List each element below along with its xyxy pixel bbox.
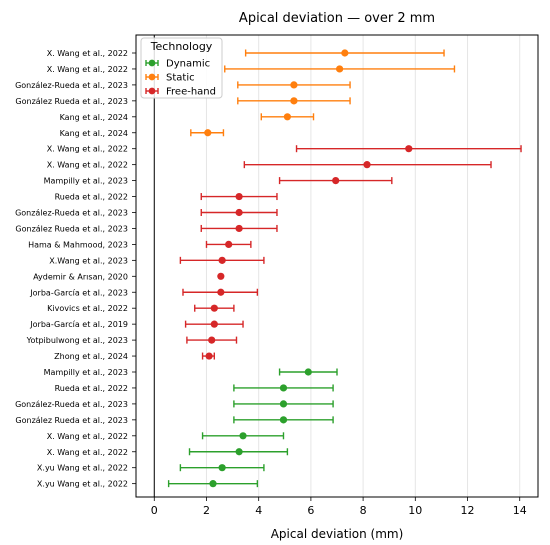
data-point [363, 161, 371, 169]
data-point [210, 320, 218, 328]
y-tick-label: X. Wang et al., 2022 [47, 448, 128, 457]
y-tick-label: González-Rueda et al., 2023 [15, 81, 128, 90]
data-point [204, 129, 212, 137]
data-point [304, 368, 312, 376]
data-point [210, 304, 218, 312]
plot-frame [135, 34, 539, 498]
x-tick-label: 0 [151, 504, 158, 517]
marks-layer [167, 49, 522, 488]
legend-entry-label: Free-hand [166, 87, 216, 98]
y-tick-label: González Rueda et al., 2023 [15, 97, 128, 106]
data-point [336, 65, 344, 73]
chart-title: Apical deviation — over 2 mm [239, 11, 435, 26]
data-point [279, 400, 288, 408]
x-tick-label: 14 [513, 504, 527, 517]
data-point [235, 448, 243, 456]
y-tick-label: X. Wang et al., 2022 [47, 145, 128, 154]
data-point [341, 49, 349, 57]
y-tick-label: Yotpibulwong et al., 2023 [26, 336, 128, 345]
data-point [217, 272, 225, 280]
y-tick-label: González-Rueda et al., 2023 [15, 400, 128, 409]
y-tick-label: X.Wang et al., 2023 [49, 256, 128, 265]
data-point [279, 416, 288, 424]
legend-swatch-marker [148, 59, 156, 67]
legend-box [140, 37, 223, 99]
data-point [290, 81, 298, 89]
x-tick-label: 6 [307, 504, 314, 517]
x-tick-label: 12 [461, 504, 475, 517]
y-tick-label: X.yu Wang et al., 2022 [37, 464, 128, 473]
y-tick-label: Mampilly et al., 2023 [44, 177, 128, 186]
y-tick-label: González-Rueda et al., 2023 [15, 209, 128, 218]
data-point [405, 145, 413, 153]
y-tick-label: Hama & Mahmood, 2023 [28, 240, 128, 249]
data-point [235, 208, 243, 217]
y-tick-label: Rueda et al., 2022 [55, 193, 128, 202]
data-point [218, 256, 226, 264]
y-tick-label: Mampilly et al., 2023 [44, 368, 128, 377]
legend-swatch-marker [148, 87, 156, 95]
data-point [332, 177, 340, 185]
axis-layer: X. Wang et al., 2022 X. Wang et al., 2022… [15, 34, 539, 517]
legend-entry-label: Static [166, 73, 195, 84]
data-point [279, 384, 288, 392]
y-tick-label: Kang et al., 2024 [60, 113, 128, 122]
y-tick-label: X. Wang et al., 2022 [47, 432, 128, 441]
y-tick-label: X. Wang et al., 2022 [47, 49, 128, 58]
legend-entry-label: Dynamic [166, 59, 210, 70]
y-tick-label: Jorba-García et al., 2019 [29, 320, 128, 329]
legend: Technology Dynamic Static Free-hand [140, 37, 223, 99]
data-point [208, 336, 216, 344]
data-point [239, 432, 247, 440]
x-axis-label: Apical deviation (mm) [271, 527, 404, 541]
y-tick-label: Kang et al., 2024 [60, 129, 128, 138]
y-tick-label: X. Wang et al., 2022 [47, 161, 128, 170]
y-tick-label: Aydemir & Arısan, 2020 [33, 272, 128, 281]
data-point [209, 480, 217, 488]
x-tick-label: 10 [408, 504, 422, 517]
x-tick-label: 4 [255, 504, 262, 517]
data-point [235, 192, 243, 201]
grid-layer [153, 35, 521, 497]
y-tick-label: Jorba-García et al., 2023 [29, 288, 128, 297]
y-tick-label: Zhong et al., 2024 [54, 352, 128, 361]
x-tick-label: 2 [203, 504, 210, 517]
data-point [235, 224, 243, 233]
legend-swatch-marker [148, 73, 156, 81]
x-tick-label: 8 [360, 504, 367, 517]
y-tick-label: González Rueda et al., 2023 [15, 224, 128, 233]
data-point [290, 97, 298, 105]
data-point [225, 240, 233, 248]
y-tick-label: Rueda et al., 2022 [55, 384, 128, 393]
data-point [205, 352, 213, 360]
data-point [218, 464, 226, 472]
y-tick-label: X.yu Wang et al., 2022 [37, 480, 128, 489]
data-point [283, 113, 292, 121]
y-tick-label: Kivovics et al., 2022 [47, 304, 128, 313]
y-tick-label: X. Wang et al., 2022 [47, 65, 128, 74]
y-tick-label: González Rueda et al., 2023 [15, 416, 128, 425]
data-point [217, 288, 225, 296]
legend-title: Technology [150, 40, 213, 53]
